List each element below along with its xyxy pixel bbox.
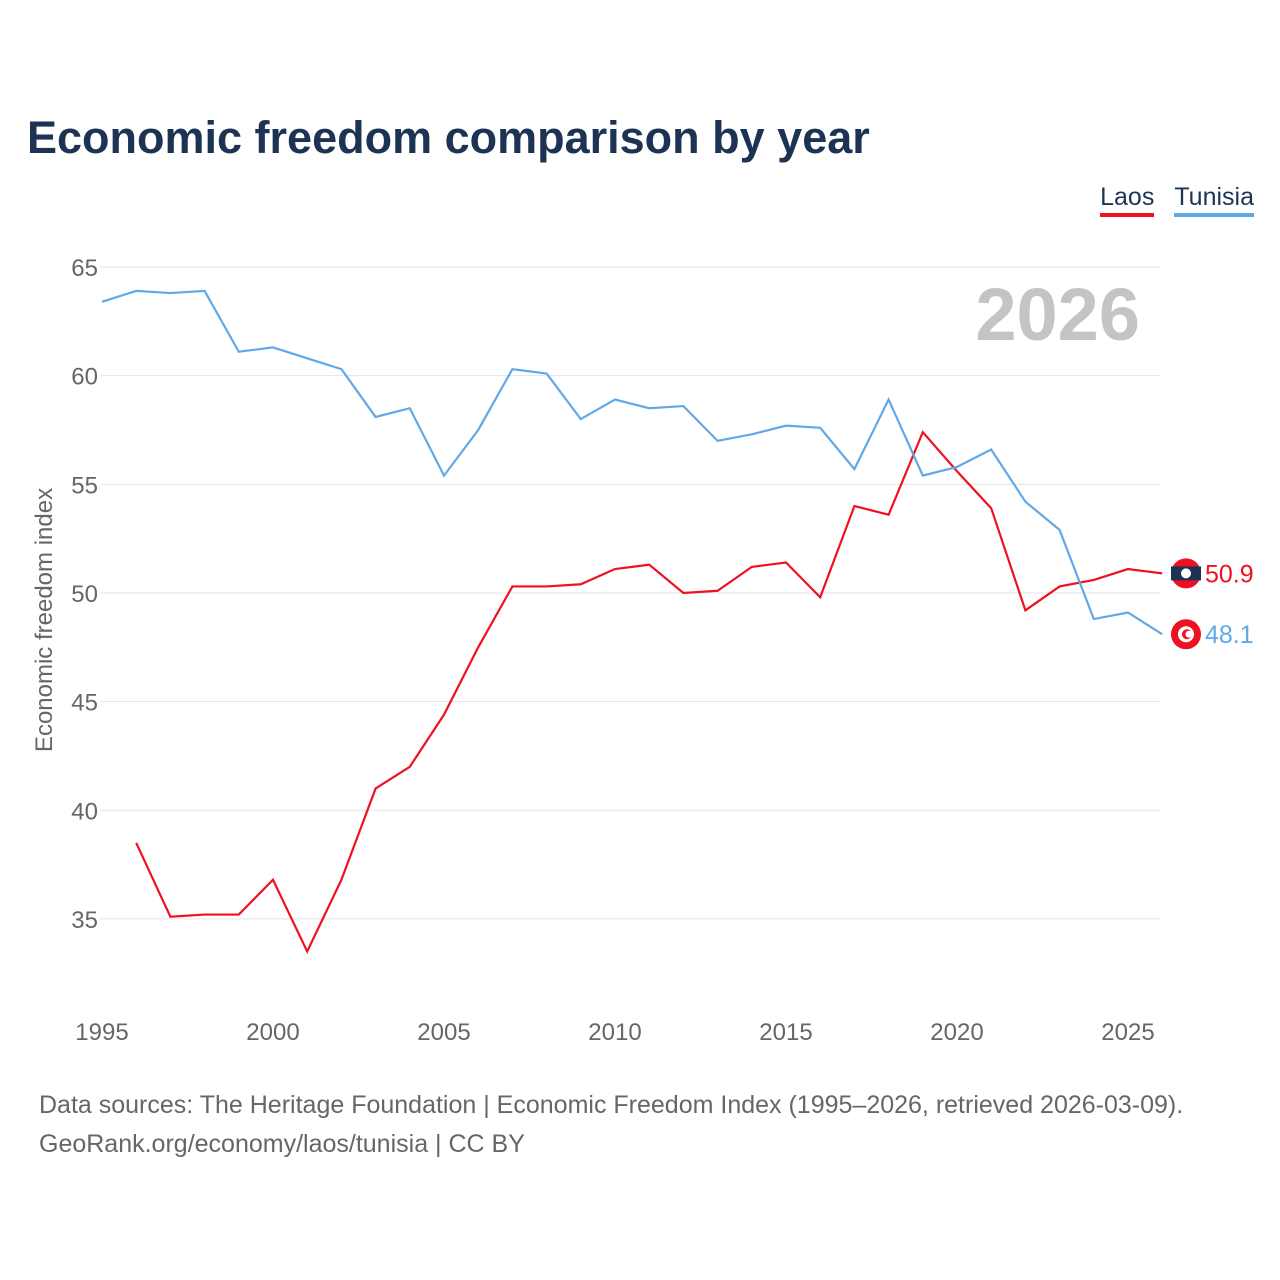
x-tick-label: 2010 xyxy=(588,1019,641,1046)
y-tick-label: 50 xyxy=(71,581,98,608)
y-tick-label: 45 xyxy=(71,690,98,717)
series-line-laos xyxy=(135,430,1163,955)
y-tick-label: 55 xyxy=(71,472,98,499)
legend-laos[interactable]: Laos xyxy=(1100,183,1155,217)
y-tick-label: 40 xyxy=(71,798,98,825)
source-line-1: Data sources: The Heritage Foundation | … xyxy=(39,1091,1184,1119)
x-tick-label: 2015 xyxy=(759,1019,812,1046)
source-line-2[interactable]: GeoRank.org/economy/laos/tunisia | CC BY xyxy=(39,1130,525,1158)
legend: Laos Tunisia xyxy=(1100,183,1254,217)
x-tick-label: 2025 xyxy=(1101,1019,1154,1046)
series-line-tunisia xyxy=(101,289,1163,636)
source-note: Data sources: The Heritage Foundation | … xyxy=(39,1086,1183,1164)
y-axis-label: Economic freedom index xyxy=(31,488,58,752)
y-tick-label: 60 xyxy=(71,364,98,391)
x-tick-label: 2000 xyxy=(246,1019,299,1046)
x-tick-label: 2020 xyxy=(930,1019,983,1046)
legend-tunisia[interactable]: Tunisia xyxy=(1174,183,1254,217)
tunisia-flag-crescent-cut xyxy=(1185,630,1193,638)
chart-title: Economic freedom comparison by year xyxy=(27,112,870,163)
laos-flag-disc xyxy=(1181,568,1191,579)
year-watermark: 2026 xyxy=(975,273,1140,356)
y-tick-label: 35 xyxy=(71,907,98,934)
x-tick-label: 1995 xyxy=(75,1019,128,1046)
x-tick-label: 2005 xyxy=(417,1019,470,1046)
y-tick-label: 65 xyxy=(71,255,98,282)
end-value-label: 50.9 xyxy=(1205,560,1254,588)
end-value-label: 48.1 xyxy=(1205,621,1254,649)
